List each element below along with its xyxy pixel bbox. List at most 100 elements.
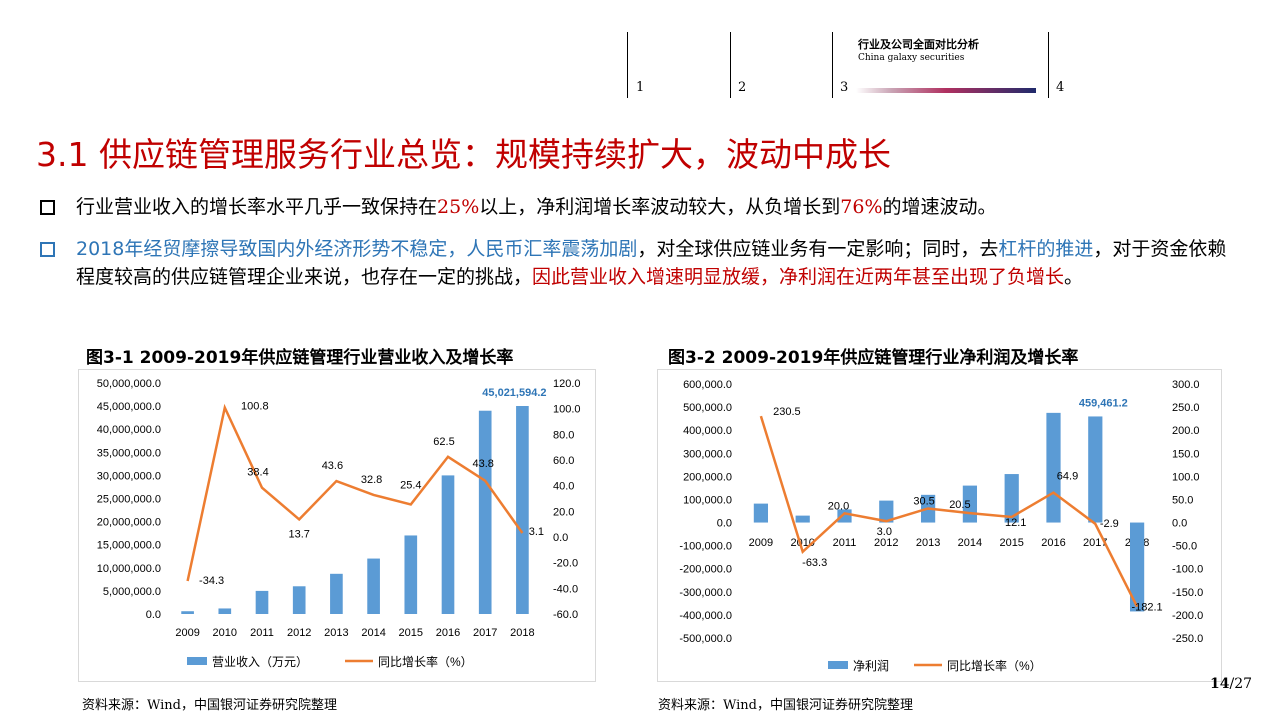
y-right-tick-label: -150.0 — [1172, 587, 1203, 599]
brand-title: 行业及公司全面对比分析 — [858, 38, 979, 51]
y-right-tick-label: 120.0 — [553, 378, 581, 390]
nav-divider — [627, 32, 628, 98]
legend-bar-label: 营业收入（万元） — [212, 655, 308, 669]
y-right-tick-label: 80.0 — [553, 429, 574, 441]
bar — [255, 590, 269, 614]
page-title: 3.1 供应链管理服务行业总览：规模持续扩大，波动中成长 — [36, 135, 891, 174]
y-left-tick-label: -100,000.0 — [679, 541, 732, 553]
x-tick-label: 2012 — [287, 627, 311, 639]
nav-item-1[interactable]: 1 — [636, 80, 645, 95]
y-right-tick-label: -50.0 — [1172, 541, 1197, 553]
y-left-tick-label: 40,000,000.0 — [97, 424, 161, 436]
y-left-tick-label: 25,000,000.0 — [97, 494, 161, 506]
x-tick-label: 2011 — [250, 627, 274, 639]
x-tick-label: 2015 — [399, 627, 423, 639]
legend-line-label: 同比增长率（%） — [378, 654, 473, 669]
line-data-label: 38.4 — [247, 467, 268, 479]
x-tick-label: 2014 — [958, 537, 982, 549]
nav-divider — [1048, 32, 1049, 98]
bar — [1129, 522, 1145, 612]
line-data-label: 43.6 — [322, 460, 343, 472]
x-tick-label: 2011 — [833, 537, 857, 549]
bar — [218, 608, 232, 614]
square-bullet-icon — [40, 242, 55, 257]
x-tick-label: 2013 — [916, 537, 940, 549]
bar — [441, 475, 455, 614]
chart-2-title: 图3-2 2009-2019年供应链管理行业净利润及增长率 — [668, 348, 1079, 368]
line-data-label: 30.5 — [913, 495, 934, 507]
y-left-tick-label: 15,000,000.0 — [97, 540, 161, 552]
y-left-tick-label: 600,000.0 — [683, 379, 732, 391]
y-right-tick-label: -60.0 — [553, 609, 578, 621]
bar — [181, 611, 194, 614]
y-left-tick-label: 100,000.0 — [683, 494, 732, 506]
line-data-label: 3.0 — [877, 526, 892, 538]
brand-gradient-bar — [856, 88, 1036, 93]
x-tick-label: 2009 — [749, 537, 773, 549]
y-left-tick-label: -300,000.0 — [679, 587, 732, 599]
nav-item-2[interactable]: 2 — [738, 80, 747, 95]
bar — [292, 586, 306, 614]
bullet-2-text-3: 杠杆的推进 — [998, 238, 1094, 260]
bullet-2-text-5: 因此营业收入增速明显放缓，净利润在近两年甚至出现了负增长 — [532, 266, 1065, 288]
x-tick-label: 2013 — [324, 627, 348, 639]
y-left-tick-label: -200,000.0 — [679, 564, 732, 576]
chart-1-title: 图3-1 2009-2019年供应链管理行业营业收入及增长率 — [86, 348, 514, 368]
source-note-1: 资料来源：Wind，中国银河证券研究院整理 — [82, 698, 337, 713]
y-right-tick-label: -20.0 — [553, 558, 578, 570]
y-left-tick-label: 20,000,000.0 — [97, 517, 161, 529]
y-left-tick-label: 500,000.0 — [683, 402, 732, 414]
bar — [879, 500, 894, 523]
x-tick-label: 2017 — [1083, 537, 1107, 549]
bar — [837, 509, 852, 523]
line-data-label: 3.1 — [529, 526, 544, 538]
legend-line-label: 同比增长率（%） — [947, 658, 1042, 673]
page-current: 14 — [1210, 676, 1230, 692]
y-right-tick-label: -40.0 — [553, 583, 578, 595]
y-right-tick-label: 20.0 — [553, 506, 574, 518]
x-tick-label: 2014 — [361, 627, 385, 639]
y-right-tick-label: 60.0 — [553, 455, 574, 467]
x-tick-label: 2016 — [436, 627, 460, 639]
bar-data-label: 459,461.2 — [1079, 397, 1128, 409]
chart-1: 0.0 5,000,000.0 10,000,000.0 15,000,000.0 20… — [78, 369, 596, 682]
y-right-tick-label: -200.0 — [1172, 610, 1203, 622]
y-right-tick-label: 40.0 — [553, 481, 574, 493]
nav-item-4[interactable]: 4 — [1056, 80, 1065, 95]
y-right-tick-label: 100.0 — [553, 404, 581, 416]
x-tick-label: 2009 — [175, 627, 199, 639]
line-data-label: 32.8 — [361, 474, 382, 486]
bullet-1-text-3: 的增速波动。 — [882, 196, 997, 218]
bar — [478, 410, 492, 614]
page-number: 14/27 — [1210, 676, 1252, 692]
y-left-tick-label: 0.0 — [717, 518, 732, 530]
brand-subtitle: China galaxy securities — [858, 53, 965, 63]
growth-rate-line — [759, 415, 1139, 608]
y-right-tick-label: -250.0 — [1172, 633, 1203, 645]
x-tick-label: 2015 — [999, 537, 1023, 549]
y-right-tick-label: 50.0 — [1172, 494, 1193, 506]
bullet-1-value-2: 76% — [840, 196, 883, 218]
line-data-label: 62.5 — [433, 436, 454, 448]
x-tick-label: 2016 — [1041, 537, 1065, 549]
bullet-2-text-2: ，对全球供应链业务有一定影响；同时，去 — [637, 238, 999, 260]
nav-divider — [832, 32, 833, 98]
bar — [516, 406, 529, 614]
bar — [1088, 416, 1103, 523]
bar — [404, 535, 418, 614]
line-data-label: -182.1 — [1131, 602, 1162, 614]
y-left-tick-label: 400,000.0 — [683, 425, 732, 437]
y-left-tick-label: -500,000.0 — [679, 633, 732, 645]
bar — [1004, 474, 1019, 523]
line-data-label: 20.5 — [949, 499, 970, 511]
bar — [367, 558, 380, 614]
source-note-2: 资料来源：Wind，中国银河证券研究院整理 — [658, 698, 913, 713]
x-tick-label: 2017 — [473, 627, 497, 639]
line-data-label: -34.3 — [199, 575, 224, 587]
nav-item-3[interactable]: 3 — [840, 80, 849, 95]
line-data-label: 25.4 — [400, 479, 421, 491]
chart-2-plot: -500,000.0 -400,000.0 -300,000.0 -200,000.0… — [679, 379, 1203, 673]
line-data-label: -63.3 — [802, 557, 827, 569]
page-total: /27 — [1229, 676, 1253, 692]
y-right-tick-label: 300.0 — [1172, 379, 1200, 391]
